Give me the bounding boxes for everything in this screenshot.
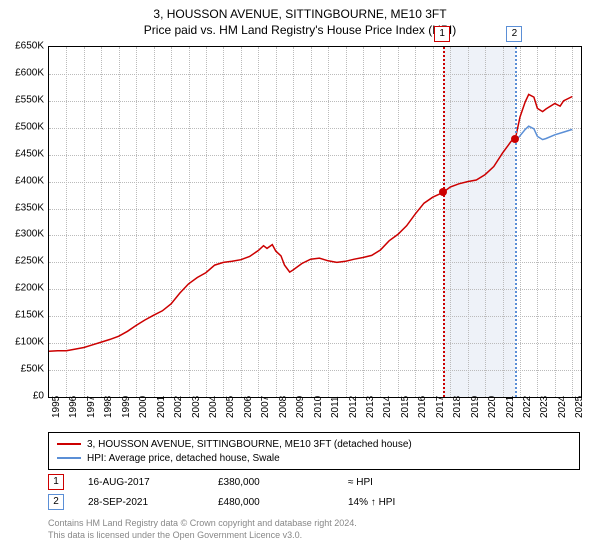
chart-svg — [49, 47, 581, 397]
sale-price-1: £380,000 — [218, 477, 348, 488]
ylabel: £400K — [4, 175, 44, 186]
xlabel: 2013 — [365, 396, 376, 418]
xlabel: 2002 — [173, 396, 184, 418]
legend-label-property: 3, HOUSSON AVENUE, SITTINGBOURNE, ME10 3… — [87, 439, 412, 450]
chart-legend: 3, HOUSSON AVENUE, SITTINGBOURNE, ME10 3… — [48, 432, 580, 470]
xlabel: 2009 — [295, 396, 306, 418]
xlabel: 2000 — [138, 396, 149, 418]
xlabel: 2024 — [557, 396, 568, 418]
chart-plot-area — [48, 46, 582, 398]
xlabel: 1995 — [51, 396, 62, 418]
xlabel: 2023 — [539, 396, 550, 418]
xlabel: 2011 — [330, 396, 341, 418]
ylabel: £550K — [4, 94, 44, 105]
sale-marker-1: 1 — [48, 474, 64, 490]
ylabel: £200K — [4, 283, 44, 294]
ylabel: £650K — [4, 41, 44, 52]
sales-row-2: 2 28-SEP-2021 £480,000 14% ↑ HPI — [48, 492, 580, 512]
sale-date-2: 28-SEP-2021 — [88, 497, 218, 508]
xlabel: 2019 — [470, 396, 481, 418]
legend-item-hpi: HPI: Average price, detached house, Swal… — [57, 451, 571, 465]
xlabel: 2020 — [487, 396, 498, 418]
series-hpi — [515, 126, 572, 141]
sale-point-2 — [511, 135, 519, 143]
legend-item-property: 3, HOUSSON AVENUE, SITTINGBOURNE, ME10 3… — [57, 437, 571, 451]
ylabel: £450K — [4, 148, 44, 159]
xlabel: 2016 — [417, 396, 428, 418]
ylabel: £0 — [4, 391, 44, 402]
xlabel: 1998 — [103, 396, 114, 418]
xlabel: 1997 — [86, 396, 97, 418]
xlabel: 2007 — [260, 396, 271, 418]
xlabel: 2018 — [452, 396, 463, 418]
chart-title: 3, HOUSSON AVENUE, SITTINGBOURNE, ME10 3… — [0, 0, 600, 23]
sale-point-1 — [439, 188, 447, 196]
xlabel: 2021 — [505, 396, 516, 418]
ylabel: £150K — [4, 310, 44, 321]
ylabel: £100K — [4, 337, 44, 348]
xlabel: 2017 — [435, 396, 446, 418]
xlabel: 1996 — [68, 396, 79, 418]
footnote-line-1: Contains HM Land Registry data © Crown c… — [48, 518, 357, 530]
ylabel: £250K — [4, 256, 44, 267]
sale-marker-2: 2 — [48, 494, 64, 510]
sales-row-1: 1 16-AUG-2017 £380,000 ≈ HPI — [48, 472, 580, 492]
xlabel: 2010 — [313, 396, 324, 418]
legend-label-hpi: HPI: Average price, detached house, Swal… — [87, 453, 280, 464]
sale-delta-2: 14% ↑ HPI — [348, 497, 468, 508]
legend-swatch-hpi — [57, 457, 81, 459]
xlabel: 2015 — [400, 396, 411, 418]
ylabel: £350K — [4, 202, 44, 213]
xlabel: 2006 — [243, 396, 254, 418]
marker-box-2: 2 — [506, 26, 522, 42]
xlabel: 2004 — [208, 396, 219, 418]
ylabel: £600K — [4, 67, 44, 78]
marker-line-2 — [515, 47, 517, 397]
legend-swatch-property — [57, 443, 81, 445]
sale-delta-1: ≈ HPI — [348, 477, 468, 488]
footnote: Contains HM Land Registry data © Crown c… — [48, 518, 357, 541]
ylabel: £50K — [4, 364, 44, 375]
xlabel: 2025 — [574, 396, 585, 418]
xlabel: 2001 — [156, 396, 167, 418]
xlabel: 2012 — [348, 396, 359, 418]
series-property — [49, 94, 572, 351]
ylabel: £500K — [4, 121, 44, 132]
xlabel: 2003 — [191, 396, 202, 418]
sale-date-1: 16-AUG-2017 — [88, 477, 218, 488]
marker-line-1 — [443, 47, 445, 397]
xlabel: 2014 — [382, 396, 393, 418]
marker-box-1: 1 — [434, 26, 450, 42]
footnote-line-2: This data is licensed under the Open Gov… — [48, 530, 357, 542]
ylabel: £300K — [4, 229, 44, 240]
sale-price-2: £480,000 — [218, 497, 348, 508]
xlabel: 2005 — [225, 396, 236, 418]
xlabel: 2008 — [278, 396, 289, 418]
sales-table: 1 16-AUG-2017 £380,000 ≈ HPI 2 28-SEP-20… — [48, 472, 580, 512]
xlabel: 1999 — [121, 396, 132, 418]
xlabel: 2022 — [522, 396, 533, 418]
